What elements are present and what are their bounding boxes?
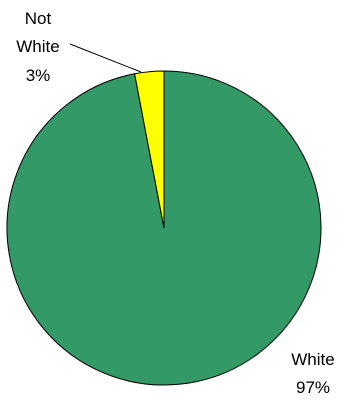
pie-slices [6, 70, 322, 386]
white-percent-label: 97% [296, 378, 330, 397]
not-white-leader-line [69, 43, 142, 73]
not-white-label-line2: White [16, 37, 59, 56]
not-white-label-line1: Not [25, 9, 52, 28]
pie-slice-not-white [133, 70, 165, 229]
not-white-percent-label: 3% [26, 66, 51, 85]
white-label-line1: White [291, 350, 334, 369]
